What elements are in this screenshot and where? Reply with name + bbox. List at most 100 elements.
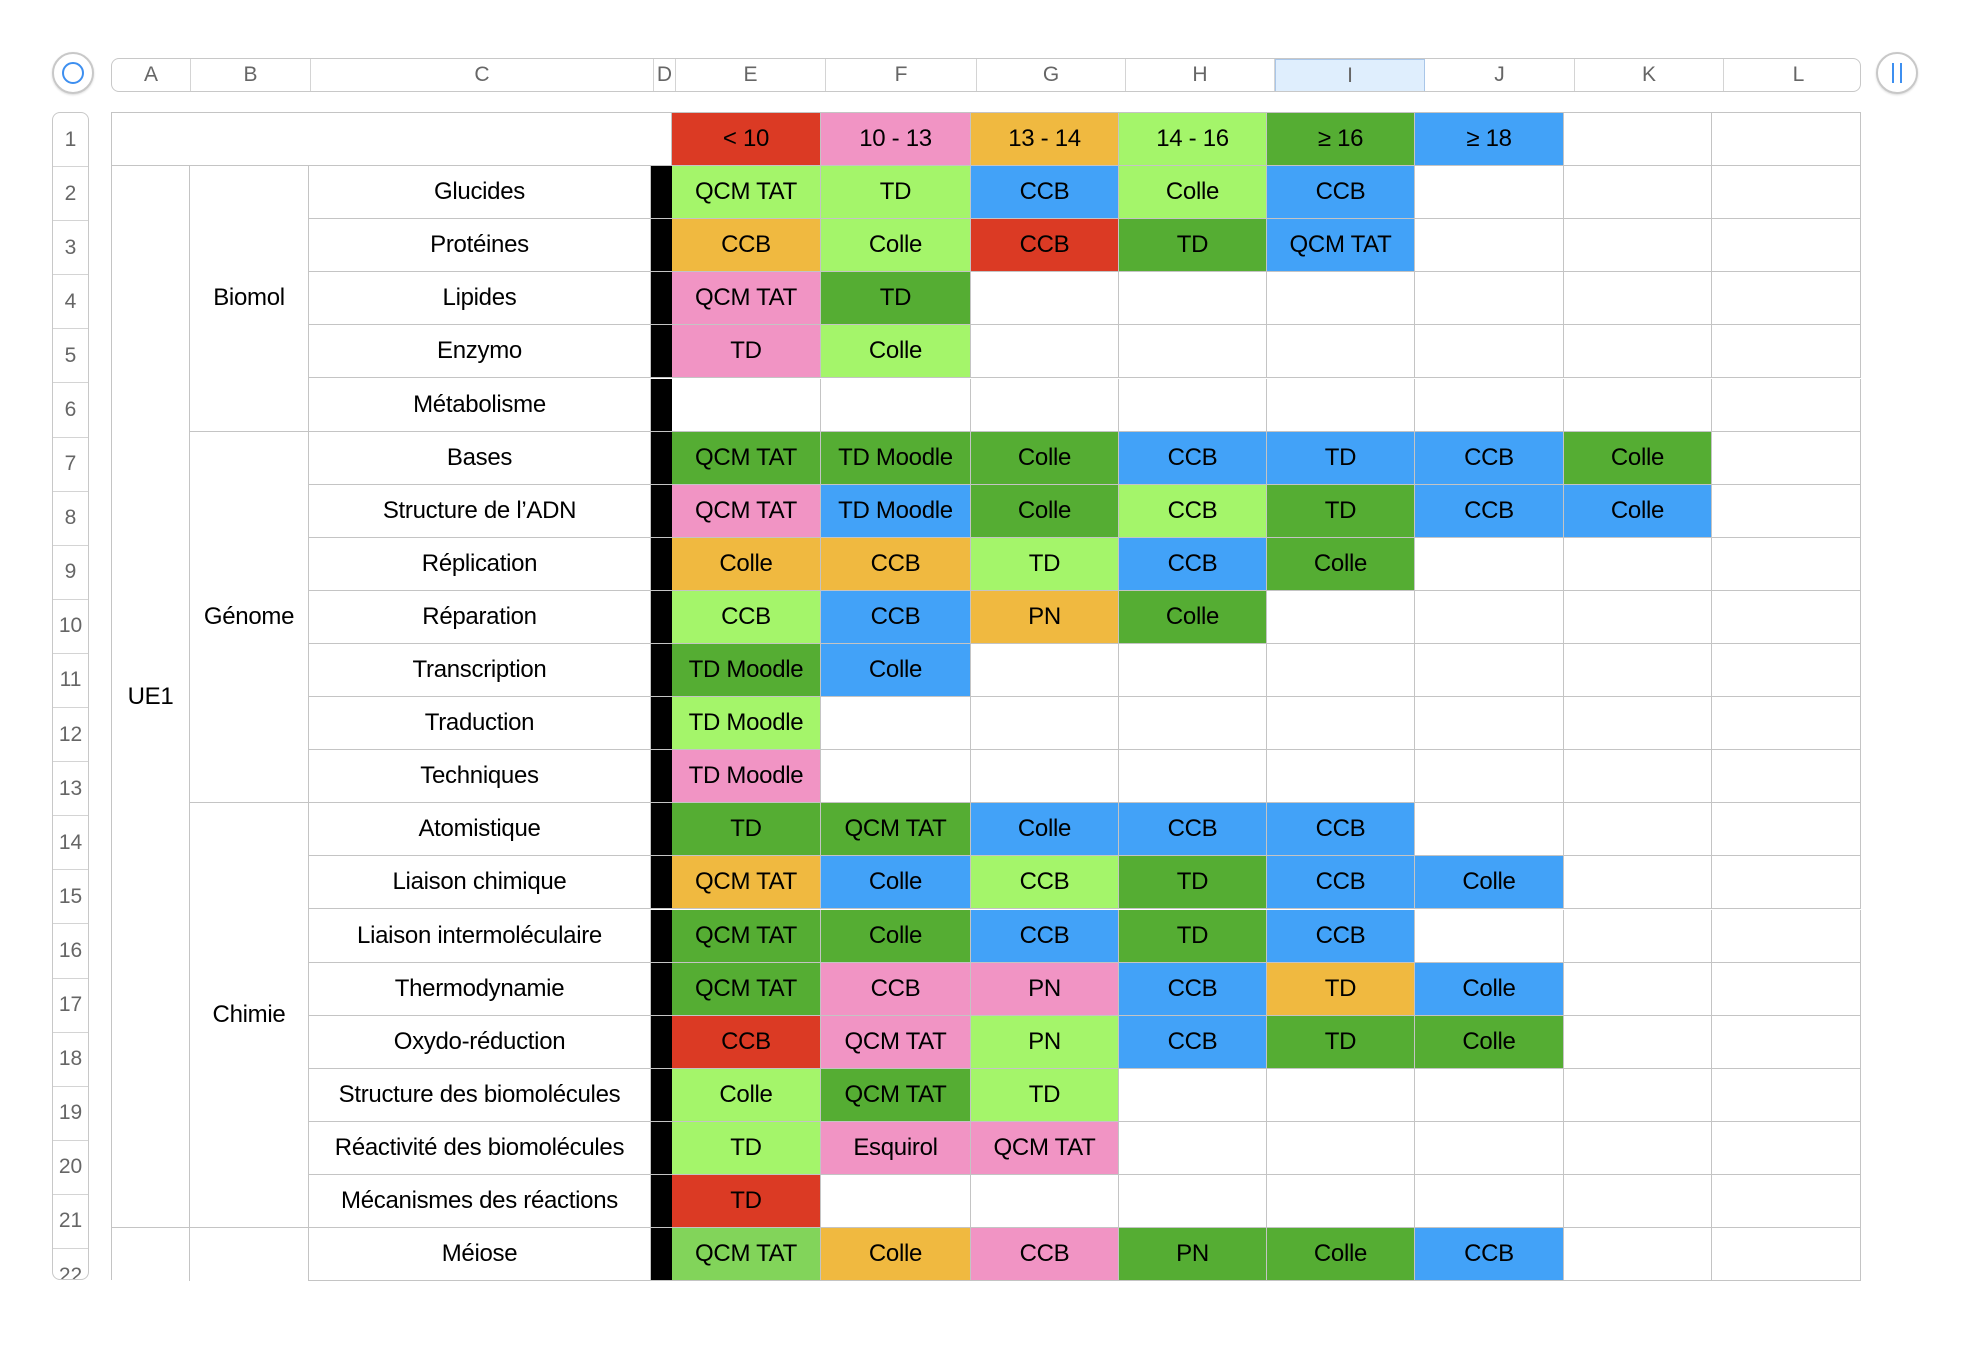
result-cell[interactable]: PN [1119,1228,1267,1282]
empty-cell[interactable] [1564,590,1712,644]
empty-cell[interactable] [1415,644,1564,698]
result-cell[interactable]: TD [672,325,821,379]
result-cell[interactable]: QCM TAT [1267,219,1415,273]
group-cell[interactable]: Génome [190,431,309,804]
separator-cell[interactable] [651,272,672,326]
result-cell[interactable]: CCB [821,537,971,591]
result-cell[interactable]: CCB [1267,909,1415,963]
row-header-7[interactable]: 7 [53,438,88,492]
result-cell[interactable]: Colle [821,909,971,963]
result-cell[interactable]: Colle [1415,962,1564,1016]
ue-cell[interactable]: UE1 [112,166,190,1229]
result-cell[interactable]: TD [672,1121,821,1175]
empty-cell[interactable] [1564,697,1712,751]
empty-cell[interactable] [1564,856,1712,910]
empty-cell[interactable] [1267,590,1415,644]
row-header-16[interactable]: 16 [53,924,88,979]
column-header-g[interactable]: G [977,59,1126,91]
empty-cell[interactable] [1712,325,1861,379]
empty-cell[interactable] [672,378,821,432]
result-cell[interactable]: Colle [821,325,971,379]
row-header-10[interactable]: 10 [53,600,88,654]
result-cell[interactable]: TD [672,803,821,857]
result-cell[interactable]: CCB [1267,166,1415,220]
empty-cell[interactable] [1267,325,1415,379]
row-header-11[interactable]: 11 [53,654,88,709]
result-cell[interactable]: QCM TAT [672,1228,821,1282]
empty-cell[interactable] [821,378,971,432]
result-cell[interactable]: CCB [971,909,1119,963]
result-cell[interactable]: Colle [1415,1015,1564,1069]
result-cell[interactable]: PN [971,590,1119,644]
separator-cell[interactable] [651,909,672,963]
empty-cell[interactable] [1712,166,1861,220]
row-header-18[interactable]: 18 [53,1033,88,1087]
empty-cell[interactable] [1415,1121,1564,1175]
empty-cell[interactable] [112,1228,190,1282]
empty-cell[interactable] [1712,750,1861,804]
empty-cell[interactable] [1564,1015,1712,1069]
empty-cell[interactable] [1564,1228,1712,1282]
result-cell[interactable]: Colle [1564,484,1712,538]
empty-cell[interactable] [1712,1228,1861,1282]
result-cell[interactable]: CCB [1267,803,1415,857]
row-header-4[interactable]: 4 [53,275,88,330]
separator-cell[interactable] [651,590,672,644]
subject-cell[interactable]: Traduction [309,697,651,751]
grade-header-cell[interactable]: ≥ 18 [1415,113,1564,167]
empty-cell[interactable] [1119,1175,1267,1229]
row-header-8[interactable]: 8 [53,492,88,546]
result-cell[interactable]: Colle [1119,590,1267,644]
empty-cell[interactable] [1415,1175,1564,1229]
result-cell[interactable]: QCM TAT [672,166,821,220]
empty-cell[interactable] [1564,537,1712,591]
result-cell[interactable]: Esquirol [821,1121,971,1175]
result-cell[interactable]: TD [672,1175,821,1229]
empty-cell[interactable] [1415,1068,1564,1122]
result-cell[interactable]: CCB [1415,431,1564,485]
result-cell[interactable]: QCM TAT [672,909,821,963]
result-cell[interactable]: CCB [1267,856,1415,910]
row-header-17[interactable]: 17 [53,979,88,1033]
empty-cell[interactable] [1415,325,1564,379]
result-cell[interactable]: Colle [971,803,1119,857]
empty-cell[interactable] [1267,1121,1415,1175]
result-cell[interactable]: TD [1119,219,1267,273]
subject-cell[interactable]: Métabolisme [309,378,651,432]
empty-cell[interactable] [1564,378,1712,432]
result-cell[interactable]: CCB [672,219,821,273]
empty-cell[interactable] [1564,1175,1712,1229]
empty-cell[interactable] [971,1175,1119,1229]
result-cell[interactable]: Colle [1267,1228,1415,1282]
result-cell[interactable]: QCM TAT [971,1121,1119,1175]
empty-cell[interactable] [971,325,1119,379]
result-cell[interactable]: QCM TAT [672,962,821,1016]
column-header-i[interactable]: I [1275,59,1425,91]
empty-cell[interactable] [1712,431,1861,485]
result-cell[interactable]: PN [971,1015,1119,1069]
subject-cell[interactable]: Méiose [309,1228,651,1282]
empty-cell[interactable] [1712,803,1861,857]
empty-cell[interactable] [1712,644,1861,698]
result-cell[interactable]: QCM TAT [672,272,821,326]
column-header-k[interactable]: K [1575,59,1724,91]
result-cell[interactable]: CCB [1119,962,1267,1016]
column-header-e[interactable]: E [676,59,826,91]
separator-cell[interactable] [651,1121,672,1175]
result-cell[interactable]: TD Moodle [821,431,971,485]
subject-cell[interactable]: Liaison chimique [309,856,651,910]
result-cell[interactable]: TD [1267,431,1415,485]
result-cell[interactable]: Colle [672,537,821,591]
column-header-h[interactable]: H [1126,59,1275,91]
subject-cell[interactable]: Protéines [309,219,651,273]
empty-cell[interactable] [1712,856,1861,910]
row-header-13[interactable]: 13 [53,762,88,817]
result-cell[interactable]: CCB [971,856,1119,910]
subject-cell[interactable]: Réparation [309,590,651,644]
grade-header-cell[interactable]: 13 - 14 [971,113,1119,167]
result-cell[interactable]: TD [1267,962,1415,1016]
empty-cell[interactable] [1415,219,1564,273]
empty-cell[interactable] [1415,272,1564,326]
select-all-button[interactable] [52,52,94,94]
empty-cell[interactable] [1564,219,1712,273]
